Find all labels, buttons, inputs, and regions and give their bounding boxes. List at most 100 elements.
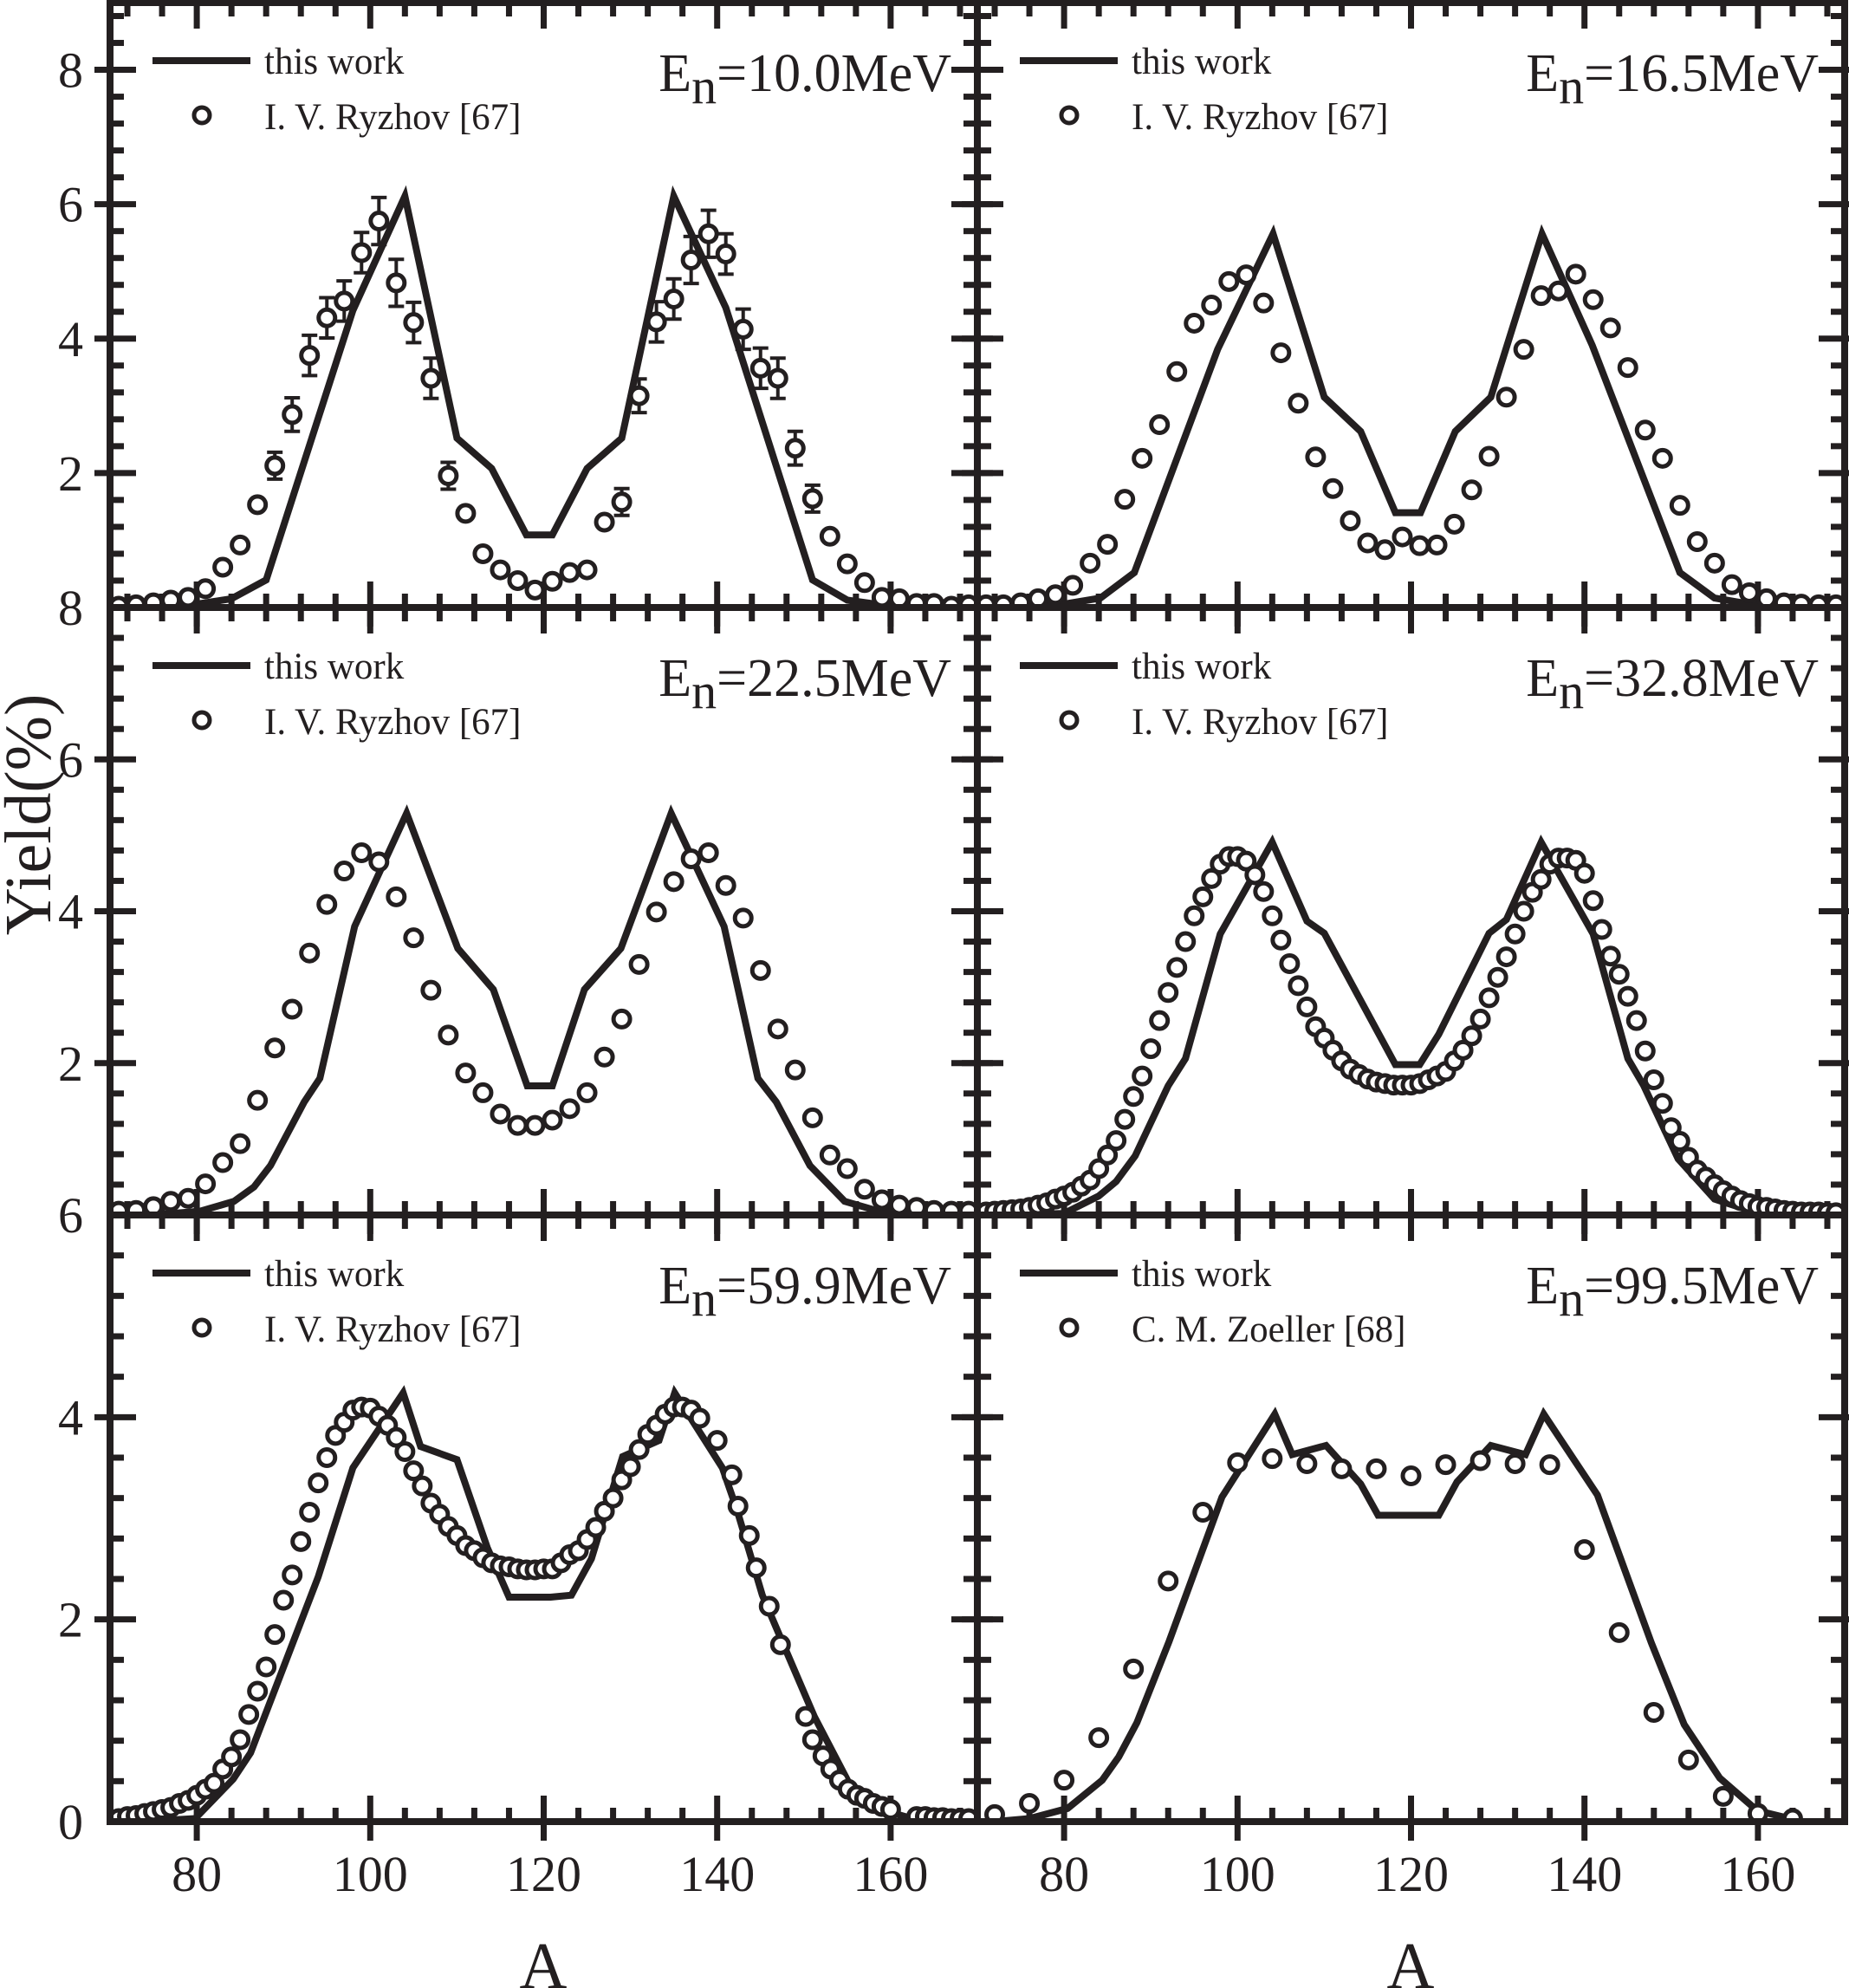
energy-value: =99.5MeV	[1584, 1257, 1819, 1316]
data-point	[316, 893, 338, 915]
x-tick-label: 100	[1200, 1846, 1275, 1902]
data-point	[663, 289, 684, 310]
x-tick-label: 120	[1373, 1846, 1449, 1902]
legend-label-model: this work	[264, 1254, 405, 1295]
panel-frame	[974, 1212, 1848, 1825]
panel-1: this work I. V. Ryzhov [67] En=10.0MeV	[94, 0, 993, 627]
data-point	[1296, 996, 1318, 1017]
data-point	[1513, 339, 1534, 361]
data-point	[769, 1634, 791, 1655]
data-point	[1019, 1793, 1041, 1814]
data-point	[819, 525, 840, 547]
x-tick-label: 160	[1720, 1846, 1795, 1902]
data-point	[1651, 1093, 1673, 1114]
data-point	[1114, 1108, 1136, 1130]
data-point	[264, 455, 286, 477]
data-point	[680, 250, 702, 271]
data-point	[1270, 929, 1292, 951]
data-point	[438, 465, 459, 486]
data-point	[1495, 387, 1517, 408]
x-tick-label: 80	[1039, 1846, 1089, 1902]
model-line	[110, 804, 977, 1215]
data-point	[879, 1799, 901, 1820]
panel-plot-area	[110, 1385, 977, 1822]
legend-circle-swatch	[1059, 1317, 1080, 1338]
model-line	[994, 1407, 1795, 1822]
data-point	[1547, 280, 1569, 302]
legend-label-experiment: I. V. Ryzhov [67]	[264, 97, 522, 138]
panel-3: this work I. V. Ryzhov [67] En=22.5MeV	[94, 604, 993, 1234]
data-point	[178, 1187, 199, 1209]
data-point	[1062, 575, 1084, 596]
data-point	[1392, 526, 1413, 548]
data-point	[290, 1530, 312, 1552]
data-point	[247, 1089, 269, 1111]
data-point	[1504, 923, 1526, 945]
data-point	[706, 1430, 728, 1452]
data-point	[1738, 581, 1760, 603]
data-point	[646, 311, 667, 333]
energy-symbol: E	[659, 1257, 691, 1316]
data-point	[282, 1564, 303, 1586]
data-point	[1288, 393, 1309, 414]
data-point	[836, 1158, 858, 1179]
data-point	[1175, 931, 1197, 952]
data-point	[559, 1098, 581, 1120]
y-tick-label: 6	[58, 177, 83, 233]
data-point	[403, 927, 425, 949]
data-point	[611, 491, 633, 513]
data-point	[1513, 900, 1534, 922]
data-point	[1114, 489, 1136, 510]
y-tick-label: 8	[58, 42, 83, 99]
legend-circle-swatch	[191, 1317, 212, 1338]
data-point	[646, 901, 667, 923]
energy-label: En=22.5MeV	[659, 649, 951, 719]
data-point	[221, 1746, 243, 1768]
y-tick-label: 4	[58, 884, 83, 940]
data-point	[1305, 446, 1327, 468]
data-point	[368, 851, 390, 873]
data-point	[1045, 584, 1067, 606]
data-point	[230, 534, 251, 555]
data-point	[1166, 957, 1188, 978]
energy-symbol: E	[1526, 649, 1559, 708]
panel-plot-area	[977, 224, 1845, 607]
data-point	[727, 1496, 749, 1517]
energy-subscript: n	[691, 58, 717, 114]
x-tick-label: 140	[679, 1846, 755, 1902]
x-tick-label: 120	[506, 1846, 581, 1902]
legend: this work C. M. Zoeller [68]	[1020, 1254, 1405, 1350]
data-point	[1132, 447, 1153, 469]
panel-plot-area	[977, 834, 1845, 1215]
data-point	[195, 578, 217, 600]
data-point	[1539, 1454, 1560, 1476]
data-point	[351, 842, 373, 864]
data-point	[697, 223, 719, 244]
data-point	[386, 1426, 407, 1448]
data-point	[738, 1524, 760, 1546]
data-point	[758, 1595, 780, 1617]
data-point	[490, 559, 511, 581]
energy-value: =16.5MeV	[1584, 44, 1819, 103]
data-point	[308, 1472, 329, 1494]
data-point	[888, 1194, 910, 1215]
data-point	[1617, 985, 1638, 1007]
legend: this work I. V. Ryzhov [67]	[152, 1254, 522, 1350]
data-point	[524, 1114, 546, 1136]
data-point	[1262, 1448, 1283, 1470]
data-point	[1677, 1749, 1699, 1770]
data-point	[801, 1107, 823, 1128]
data-point	[299, 1502, 321, 1523]
data-point	[871, 587, 892, 607]
data-point	[1495, 946, 1517, 968]
panel-4: this work I. V. Ryzhov [67] En=32.8MeV	[962, 604, 1849, 1234]
energy-subscript: n	[1559, 663, 1584, 719]
data-point	[1097, 1144, 1119, 1166]
energy-symbol: E	[1526, 44, 1559, 103]
data-point	[334, 290, 355, 312]
model-line	[977, 224, 1845, 607]
data-point	[1634, 419, 1656, 441]
energy-subscript: n	[691, 663, 717, 719]
data-point	[1478, 445, 1500, 467]
